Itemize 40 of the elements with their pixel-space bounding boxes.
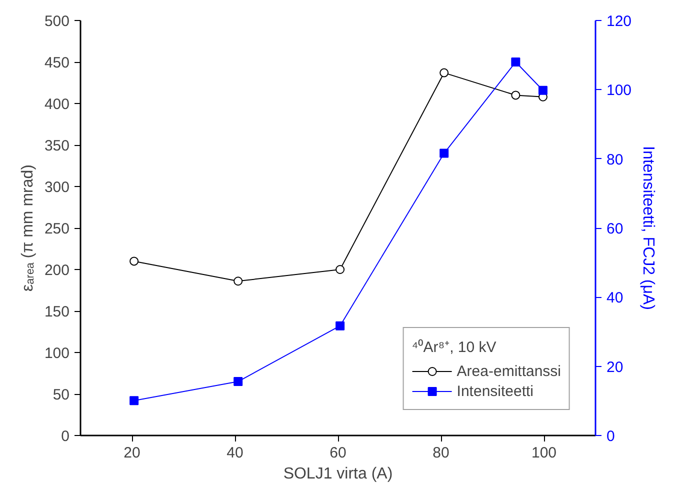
point [538, 86, 548, 95]
point [130, 396, 139, 406]
x-axis-title: SOLJ1 virta (A) [283, 466, 393, 482]
point [234, 377, 243, 386]
y2-tick-label: 60 [606, 220, 624, 238]
point [511, 58, 520, 66]
y-tick-label: 50 [52, 386, 70, 404]
y-axis-title: εₐᵣₑₐ (π mm mrad) [19, 164, 36, 292]
y2-tick-label: 100 [606, 82, 632, 100]
legend-label: Intensiteetti [456, 382, 534, 400]
x-tick-label: 100 [531, 444, 557, 462]
point [234, 276, 243, 286]
y2-tick-label: 40 [606, 290, 624, 307]
y-tick-label: 450 [44, 54, 70, 72]
point [440, 148, 449, 158]
point [130, 256, 139, 266]
y-tick-label: 250 [44, 220, 70, 238]
y-tick-label: 0 [61, 428, 70, 445]
y-tick-label: 500 [44, 13, 70, 30]
legend-title: ⁴⁰Ar⁸⁺, 10 kV [412, 338, 498, 356]
x-tick-label: 20 [124, 444, 140, 462]
point [336, 265, 345, 274]
y2-tick-label: 0 [606, 428, 615, 445]
y2-axis-title: Intensiteetti, FCJ2 (μA) [640, 146, 657, 310]
x-tick-label: 80 [432, 444, 450, 462]
point [440, 68, 449, 78]
y-tick-label: 150 [44, 304, 70, 320]
legend-label: Area-emittanssi [456, 362, 561, 380]
y2-tick-label: 80 [606, 151, 624, 168]
x-tick-label: 40 [226, 444, 244, 462]
y-tick-label: 300 [44, 179, 70, 196]
y2-tick-label: 20 [606, 358, 624, 376]
y-tick-label: 350 [44, 138, 70, 154]
point [336, 321, 345, 330]
x-tick-label: 60 [330, 444, 346, 462]
y-tick-label: 400 [44, 96, 70, 113]
y-tick-label: 100 [44, 345, 70, 362]
point [511, 90, 520, 100]
y2-tick-label: 120 [606, 13, 632, 30]
y-tick-label: 200 [44, 262, 70, 279]
